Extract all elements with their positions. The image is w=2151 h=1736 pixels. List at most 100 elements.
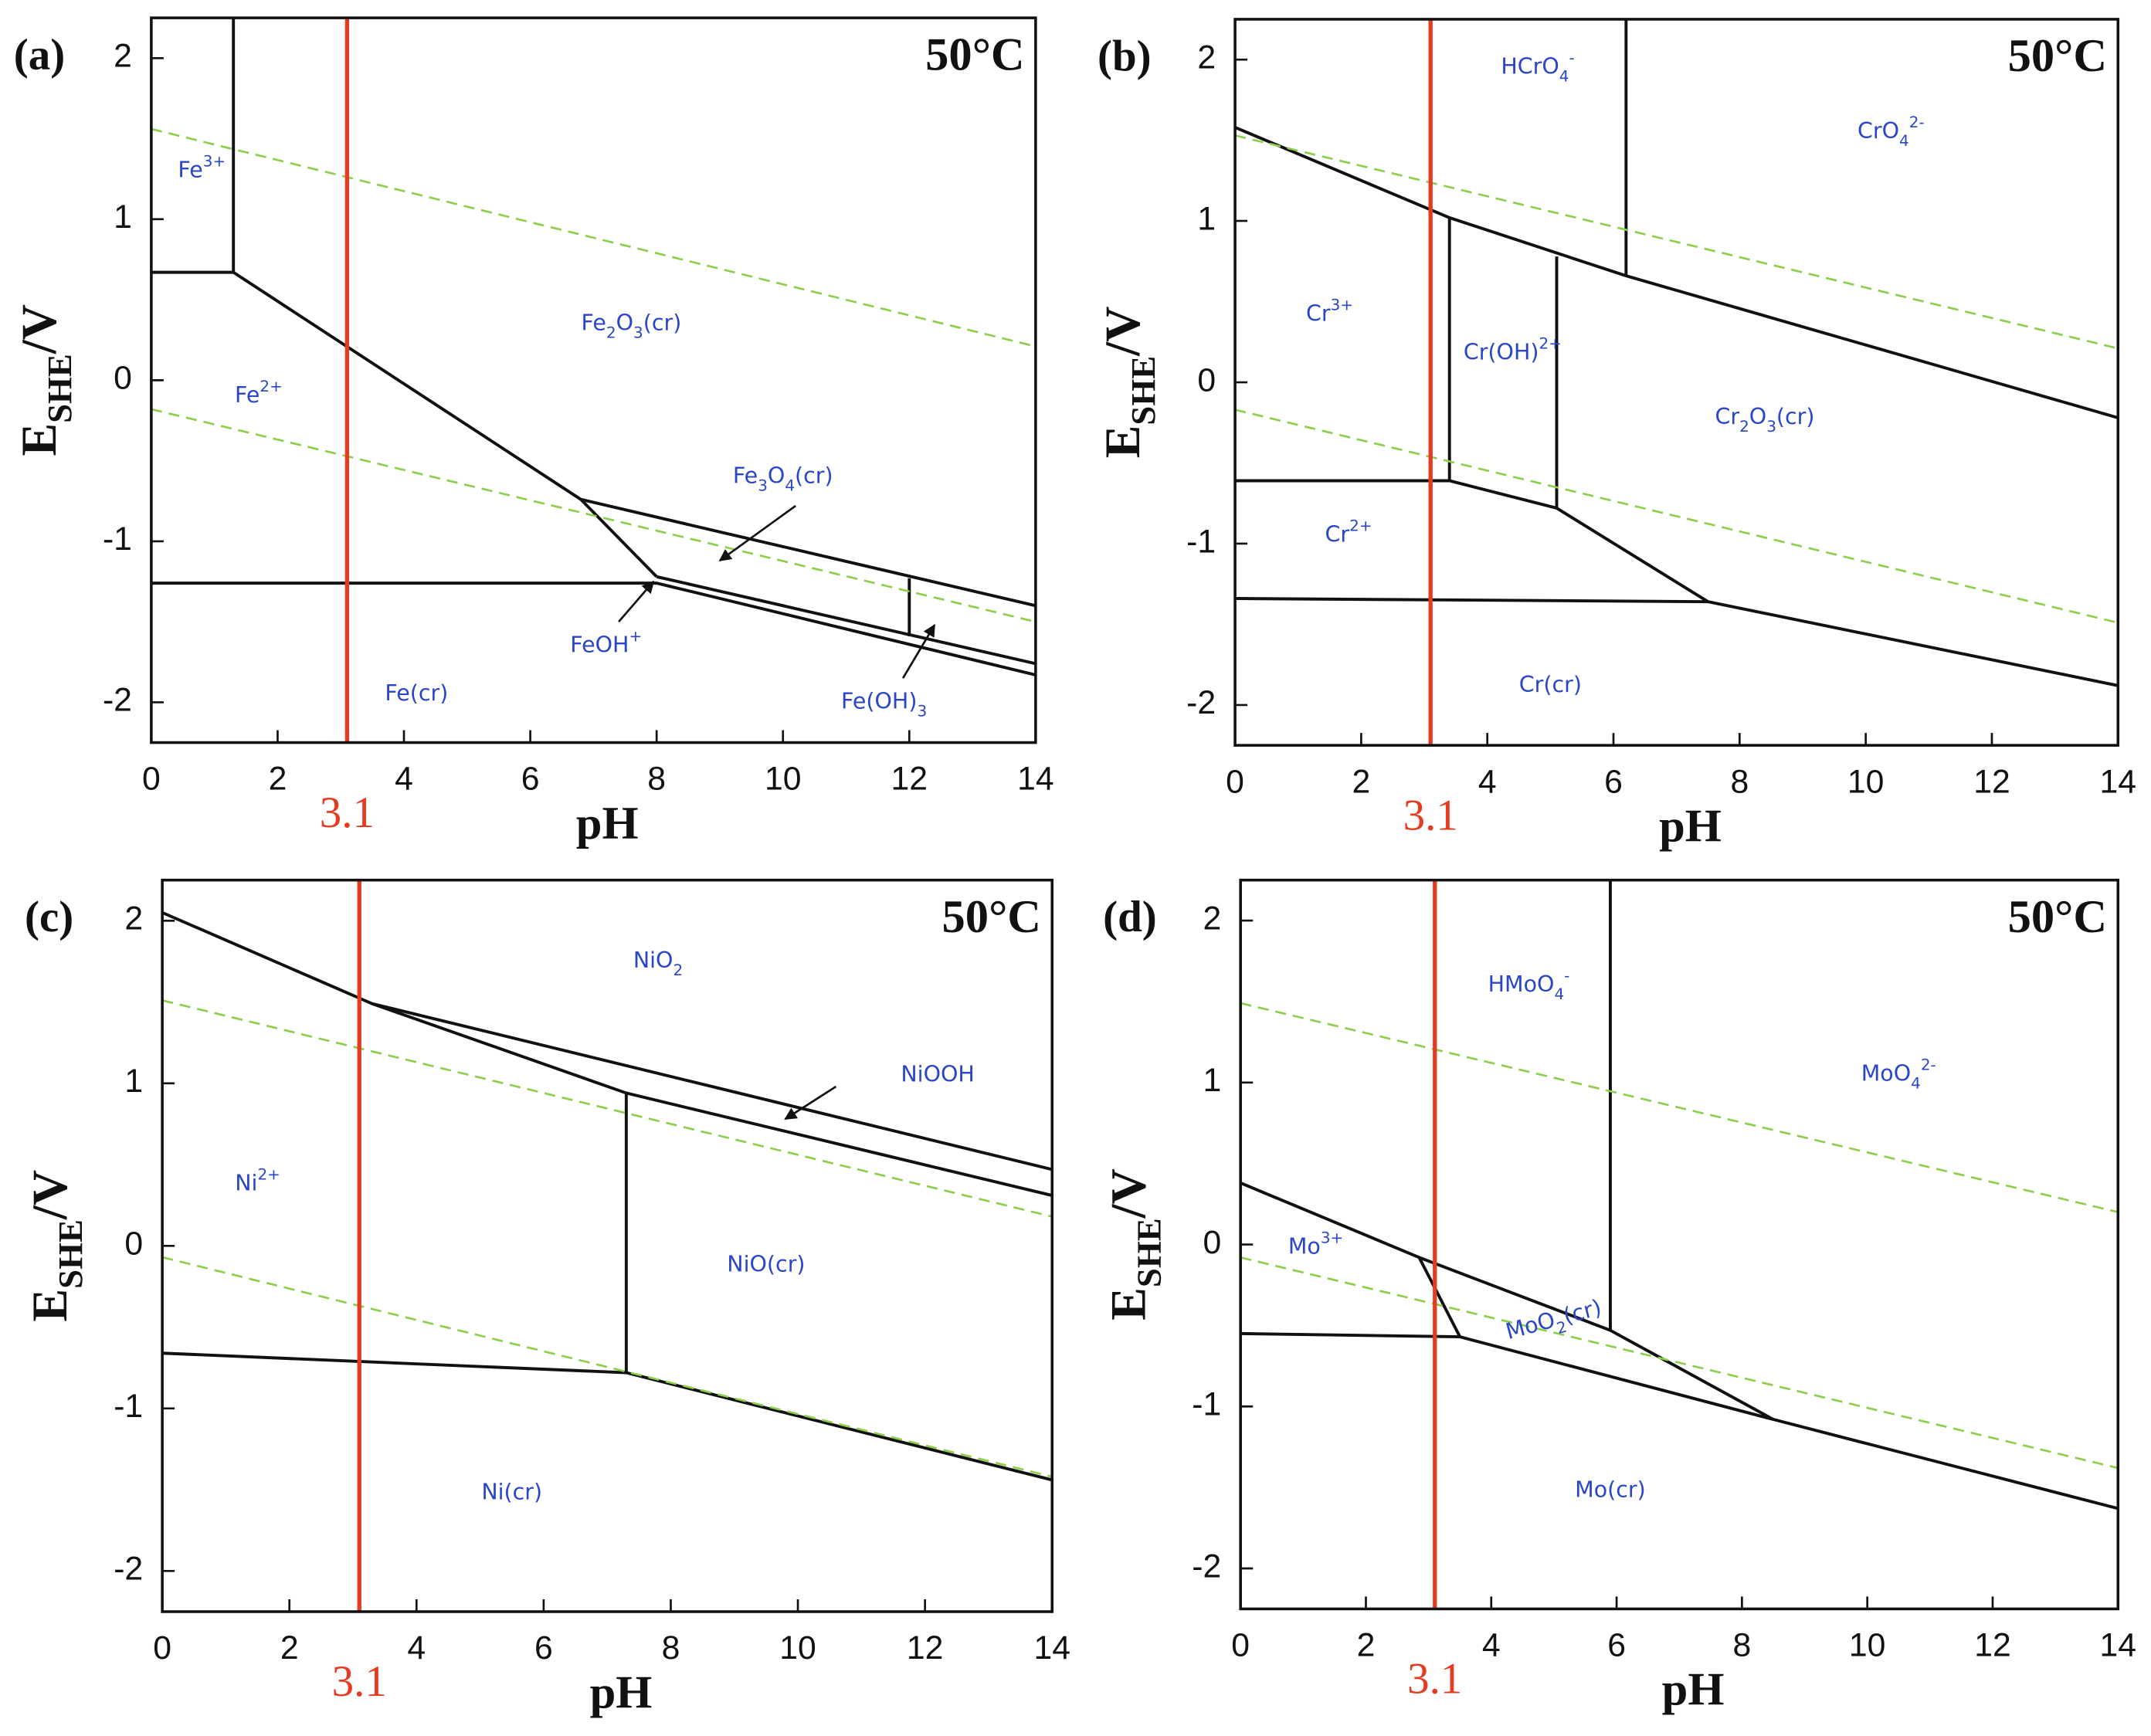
boundary-line bbox=[372, 1002, 1053, 1197]
temperature-note: 50°C bbox=[942, 891, 1041, 943]
region-label: Ni2+ bbox=[235, 1165, 280, 1196]
region-label: NiO2 bbox=[633, 948, 683, 979]
x-tick-label: 2 bbox=[280, 1629, 299, 1666]
region-label: Fe2O3(cr) bbox=[582, 310, 682, 341]
text-part: Cr bbox=[1325, 522, 1350, 548]
text-part: Fe bbox=[582, 310, 606, 335]
y-tick-label: -2 bbox=[1192, 1548, 1221, 1585]
region-label: NiO(cr) bbox=[727, 1252, 805, 1277]
region-label: Fe3O4(cr) bbox=[733, 463, 833, 494]
text-part: E bbox=[1101, 1287, 1155, 1321]
boundary-line bbox=[1240, 1331, 1461, 1339]
x-tick-label: 10 bbox=[1847, 763, 1885, 800]
region-label: Fe(OH)3 bbox=[841, 688, 927, 720]
boundary-line bbox=[1417, 1256, 2119, 1511]
region-label: HCrO4- bbox=[1501, 48, 1574, 85]
text-part: (cr) bbox=[643, 310, 682, 335]
x-tick-label: 10 bbox=[1849, 1627, 1886, 1664]
text-part: O bbox=[616, 310, 633, 335]
y-tick-label: 0 bbox=[1203, 1224, 1221, 1261]
text-part: 2- bbox=[1909, 113, 1925, 131]
x-tick-label: 12 bbox=[891, 761, 928, 798]
text-part: - bbox=[1569, 48, 1574, 66]
x-tick-label: 8 bbox=[647, 761, 666, 798]
text-part: 3 bbox=[633, 323, 643, 341]
text-part: E bbox=[22, 1289, 77, 1322]
text-part: NiOOH bbox=[901, 1061, 974, 1087]
text-part: Cr bbox=[1306, 300, 1331, 326]
pointer-arrow bbox=[718, 504, 796, 562]
panel-title: (c) bbox=[25, 893, 73, 941]
x-tick-label: 10 bbox=[779, 1629, 816, 1666]
y-axis-label: ESHE/V bbox=[1095, 307, 1163, 459]
text-part: 3+ bbox=[203, 151, 226, 170]
y-tick-label: 2 bbox=[1197, 39, 1216, 76]
text-part: 3 bbox=[917, 701, 927, 720]
marker-label: 3.1 bbox=[320, 788, 375, 837]
text-part: /V bbox=[1101, 1168, 1155, 1219]
text-part: O bbox=[1749, 404, 1766, 429]
y-tick-label: -1 bbox=[114, 1388, 143, 1425]
region-label: CrO42- bbox=[1858, 113, 1925, 150]
y-tick-label: 0 bbox=[114, 360, 132, 397]
text-part: Ni(cr) bbox=[481, 1479, 542, 1504]
x-tick-label: 12 bbox=[1974, 1627, 2011, 1664]
y-tick-label: 1 bbox=[1203, 1062, 1221, 1099]
text-part: Fe bbox=[178, 157, 202, 182]
text-part: 2+ bbox=[1539, 334, 1562, 352]
region-label: Mo3+ bbox=[1288, 1228, 1343, 1259]
x-axis-label: pH bbox=[576, 798, 639, 849]
plot-frame bbox=[1233, 18, 2120, 747]
text-part: 2 bbox=[1739, 417, 1749, 436]
boundary-line bbox=[1610, 1328, 1774, 1421]
x-tick-label: 6 bbox=[534, 1629, 553, 1666]
region-label: FeOH+ bbox=[570, 626, 642, 658]
region-label: Cr3+ bbox=[1306, 295, 1353, 327]
x-tick-label: 8 bbox=[1733, 1627, 1752, 1664]
x-tick-label: 10 bbox=[765, 761, 802, 798]
region-label: Mo(cr) bbox=[1575, 1477, 1646, 1502]
boundary-line bbox=[232, 271, 658, 578]
x-tick-label: 0 bbox=[142, 761, 161, 798]
text-part: Cr(OH) bbox=[1464, 339, 1539, 364]
text-part: /V bbox=[12, 304, 66, 354]
text-part: SHE bbox=[52, 1219, 90, 1289]
region-label: MoO42- bbox=[1861, 1055, 1936, 1092]
text-part: Mo(cr) bbox=[1575, 1477, 1646, 1502]
x-tick-label: 2 bbox=[269, 761, 287, 798]
y-tick-label: -2 bbox=[103, 682, 132, 719]
x-tick-label: 14 bbox=[1017, 761, 1054, 798]
text-part: 4 bbox=[1559, 66, 1569, 85]
x-axis-label: pH bbox=[1659, 800, 1722, 852]
region-label: Fe(cr) bbox=[385, 680, 448, 706]
y-tick-label: 0 bbox=[1197, 361, 1216, 398]
region-label: Ni(cr) bbox=[481, 1479, 542, 1504]
text-part: Fe bbox=[733, 463, 758, 488]
y-tick-label: -1 bbox=[1186, 523, 1216, 560]
y-axis-label: ESHE/V bbox=[1101, 1168, 1169, 1321]
x-tick-label: 4 bbox=[1478, 763, 1497, 800]
text-part: - bbox=[1564, 965, 1569, 984]
boundary-line bbox=[656, 575, 1036, 666]
boundary-line bbox=[151, 581, 1036, 676]
x-axis-label: pH bbox=[1662, 1664, 1725, 1716]
text-part: Ni bbox=[235, 1170, 257, 1195]
y-tick-label: -1 bbox=[1192, 1386, 1221, 1423]
text-part: 3 bbox=[758, 476, 768, 494]
text-part: + bbox=[629, 626, 642, 645]
text-part: FeOH bbox=[570, 632, 629, 657]
text-part: O bbox=[768, 463, 785, 488]
y-tick-label: 1 bbox=[124, 1063, 143, 1100]
y-tick-label: -2 bbox=[1186, 684, 1216, 721]
temperature-note: 50°C bbox=[2008, 891, 2107, 943]
x-tick-label: 4 bbox=[407, 1629, 426, 1666]
text-part: SHE bbox=[1130, 1218, 1169, 1287]
x-axis-label: pH bbox=[590, 1666, 653, 1718]
water-line bbox=[1234, 409, 2119, 624]
panel-title: (d) bbox=[1103, 893, 1157, 941]
y-tick-label: 1 bbox=[1197, 200, 1216, 237]
text-part: SHE bbox=[1124, 356, 1162, 426]
y-tick-label: 0 bbox=[124, 1226, 143, 1263]
